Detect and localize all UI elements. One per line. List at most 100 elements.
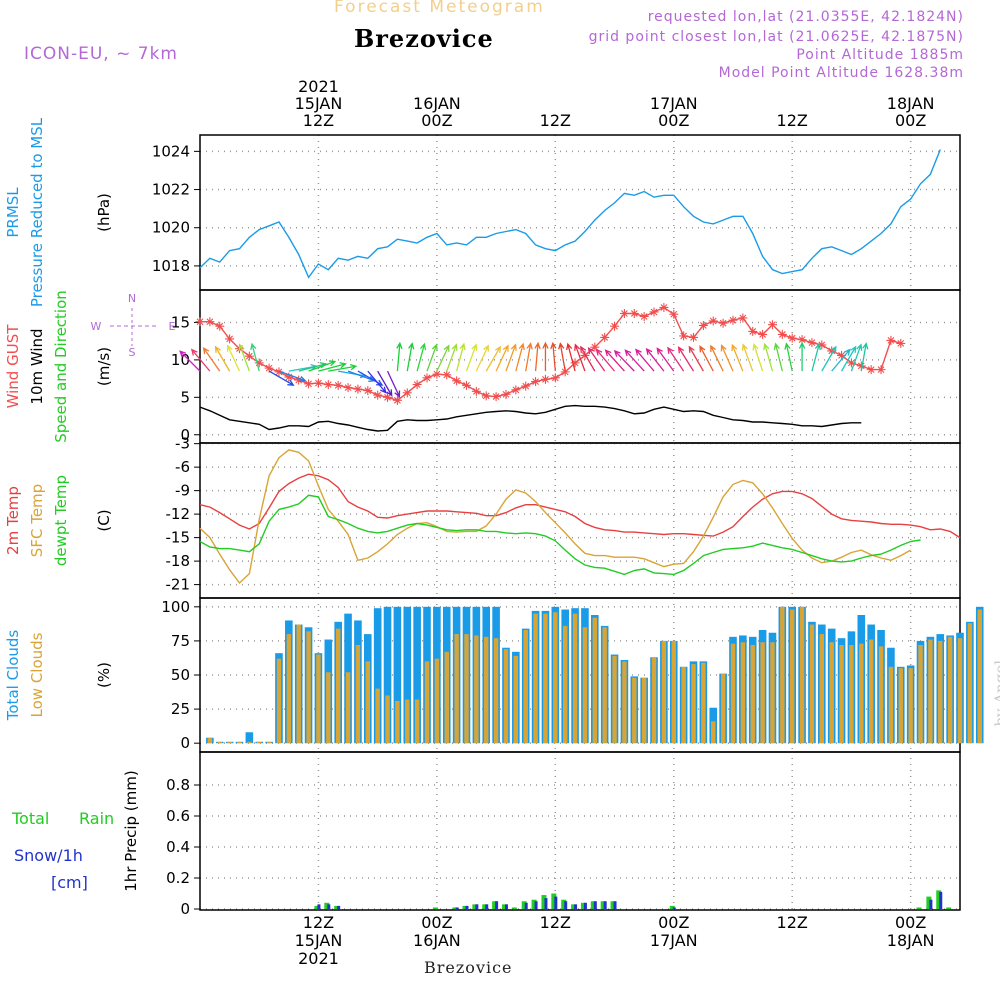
low-cloud-bar <box>799 606 805 744</box>
wind-arrow <box>645 347 665 372</box>
gust-marker <box>629 308 639 318</box>
panel-pressure: 1018 1020 1022 1024 <box>152 134 961 291</box>
low-cloud-bar <box>414 699 420 744</box>
gust-marker <box>689 332 699 342</box>
y-tick-label: 15 <box>171 313 190 331</box>
gust-marker <box>718 318 728 328</box>
gust-marker <box>323 380 333 390</box>
gust-marker <box>422 373 432 383</box>
low-cloud-bar <box>326 672 331 744</box>
low-cloud-bar <box>780 606 785 744</box>
low-cloud-bar <box>237 741 242 744</box>
wind-arrow <box>542 341 549 372</box>
rain-bar <box>590 901 596 909</box>
time-axis-top-label: 16JAN <box>413 94 461 113</box>
wind-arrow <box>465 343 478 372</box>
gust-marker <box>195 317 205 327</box>
wind-arrow <box>860 342 869 372</box>
gust-marker <box>560 367 570 377</box>
time-axis-top-label: 12Z <box>777 111 808 130</box>
low-cloud-bar <box>316 654 321 744</box>
location-title: Brezovice <box>354 24 494 53</box>
low-cloud-bar <box>572 613 578 744</box>
low-cloud-bar <box>355 645 361 744</box>
wind-arrow <box>752 343 764 372</box>
gust-marker <box>264 363 274 373</box>
y-tick-label: -9 <box>175 482 190 500</box>
snow-bar <box>475 904 479 909</box>
gust-marker <box>254 358 264 368</box>
gust-marker <box>274 367 284 377</box>
low-cloud-bar <box>207 737 213 744</box>
rain-bar <box>324 902 330 909</box>
gust-marker <box>837 350 847 360</box>
y-axis-label: 1hr Precip (mm) <box>122 770 140 891</box>
y-axis-label: SFC Temp <box>28 484 46 557</box>
low-cloud-bar <box>592 617 598 744</box>
gust-marker <box>452 376 462 386</box>
rain-bar <box>669 905 675 909</box>
rain-bar <box>946 907 952 909</box>
rain-bar <box>610 901 616 909</box>
gust-marker <box>748 326 758 336</box>
gust-marker <box>392 395 402 405</box>
low-cloud-bar <box>938 640 943 744</box>
y-tick-label: 75 <box>171 632 190 650</box>
low-cloud-bar <box>385 695 390 744</box>
y-tick-label: -6 <box>175 458 190 476</box>
gust-marker <box>363 386 373 396</box>
low-cloud-bar <box>533 613 538 744</box>
rain-bar <box>571 904 577 909</box>
gust-marker <box>205 317 215 327</box>
low-cloud-bar <box>493 638 499 744</box>
wind-arrow <box>328 363 358 372</box>
y-tick-label: -21 <box>166 576 191 594</box>
wind-arrow <box>821 345 837 372</box>
wind-arrow <box>396 341 403 372</box>
gust-marker <box>767 320 777 330</box>
y-tick-label: 0.2 <box>166 869 190 887</box>
series-line-temp2m <box>199 473 961 539</box>
gust-marker <box>708 316 718 326</box>
wind-arrow <box>635 348 655 372</box>
time-axis-bottom-label: 00Z <box>421 913 452 932</box>
y-tick-label: 0.4 <box>166 838 190 856</box>
gust-marker <box>698 320 708 330</box>
snow-bar <box>603 901 607 909</box>
precip-legend-label: Rain <box>79 809 114 828</box>
wind-arrow <box>731 343 744 372</box>
low-cloud-bar <box>365 661 370 744</box>
time-axis-bottom-label: 17JAN <box>650 931 698 950</box>
gust-marker <box>313 378 323 388</box>
time-axis-bottom-label: 16JAN <box>413 931 461 950</box>
snow-bar <box>583 902 587 909</box>
wind-arrow <box>710 344 724 372</box>
low-cloud-bar <box>266 741 272 744</box>
gust-marker <box>402 388 412 398</box>
low-cloud-bar <box>474 635 479 744</box>
gust-marker <box>432 369 442 379</box>
rain-bar <box>916 907 922 909</box>
snow-bar <box>455 907 459 909</box>
gust-marker <box>550 373 560 383</box>
gust-marker <box>491 392 501 402</box>
gust-marker <box>659 302 669 312</box>
low-cloud-bar <box>691 664 696 744</box>
footer-location: Brezovice <box>424 958 513 977</box>
wind-arrow <box>426 343 438 372</box>
time-axis-bottom-label: 12Z <box>540 913 571 932</box>
low-cloud-bar <box>839 645 844 744</box>
gust-marker <box>412 380 422 390</box>
wind-arrow <box>268 370 295 386</box>
low-cloud-bar <box>829 642 834 744</box>
wind-arrow <box>850 343 863 372</box>
snow-bar <box>564 901 568 909</box>
y-axis-label: 2m Temp <box>4 486 22 555</box>
low-cloud-bar <box>405 699 410 744</box>
time-axis-bottom-label: 00Z <box>658 913 689 932</box>
snow-bar <box>574 904 578 909</box>
low-cloud-bar <box>671 640 676 744</box>
y-axis-label: Total Clouds <box>4 630 22 722</box>
precip-legend-label: Snow/1h <box>14 846 83 865</box>
low-cloud-bar <box>681 666 686 744</box>
